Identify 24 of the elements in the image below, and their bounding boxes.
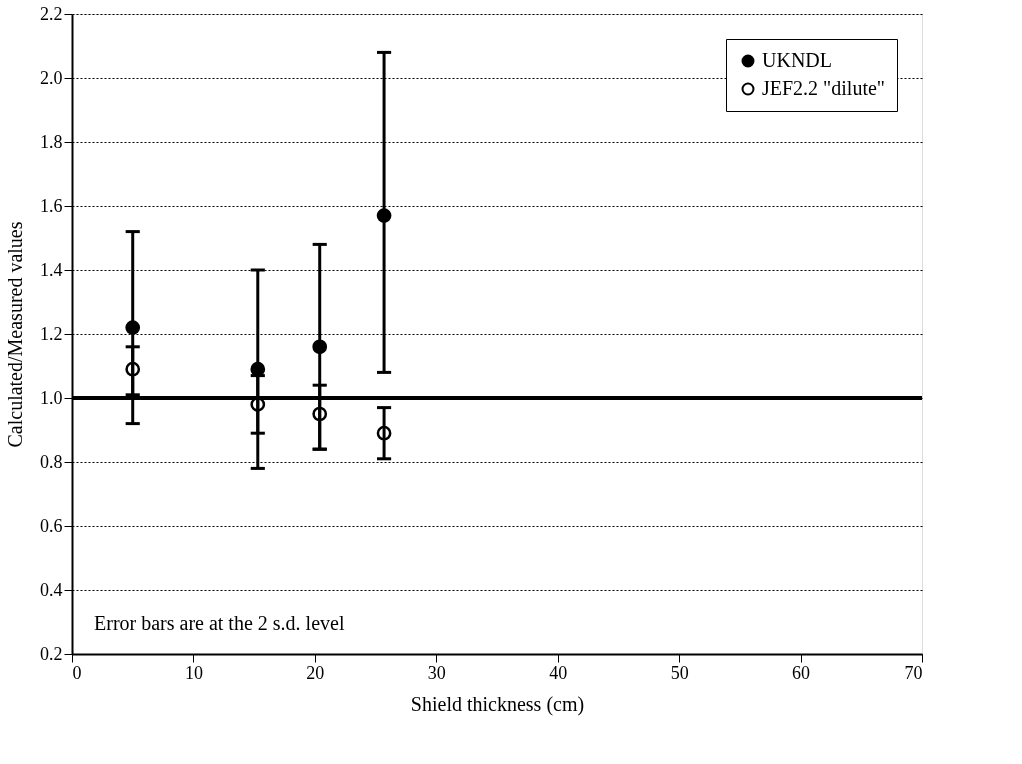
x-tick-label: 10 [184, 662, 203, 683]
x-tick-label: 0 [72, 662, 82, 683]
y-tick-label: 1.6 [40, 195, 63, 216]
x-tick-label: 50 [670, 662, 689, 683]
y-tick-label: 1.0 [40, 387, 63, 408]
x-axis-title: Shield thickness (cm) [410, 692, 585, 716]
y-axis-title: Calculated/Measured values [4, 221, 26, 448]
x-tick-label: 60 [792, 662, 811, 683]
y-tick-label: 0.6 [40, 515, 63, 536]
y-tick-label: 1.4 [40, 259, 63, 280]
annotation: Error bars are at the 2 s.d. level [94, 612, 345, 634]
y-tick-label: 1.8 [40, 131, 63, 152]
y-tick-label: 2.0 [40, 67, 63, 88]
y-tick-label: 0.8 [40, 451, 63, 472]
x-tick-label: 30 [427, 662, 446, 683]
legend-label: UKNDL [762, 49, 832, 71]
y-tick-label: 0.2 [40, 643, 63, 664]
y-tick-label: 0.4 [40, 579, 63, 600]
x-tick-label: 40 [549, 662, 568, 683]
y-tick-label: 1.2 [40, 323, 63, 344]
legend-label: JEF2.2 "dilute" [762, 77, 885, 99]
y-tick-label: 2.2 [40, 3, 63, 24]
x-tick-label: 20 [306, 662, 325, 683]
x-tick-label: 70 [904, 662, 923, 683]
